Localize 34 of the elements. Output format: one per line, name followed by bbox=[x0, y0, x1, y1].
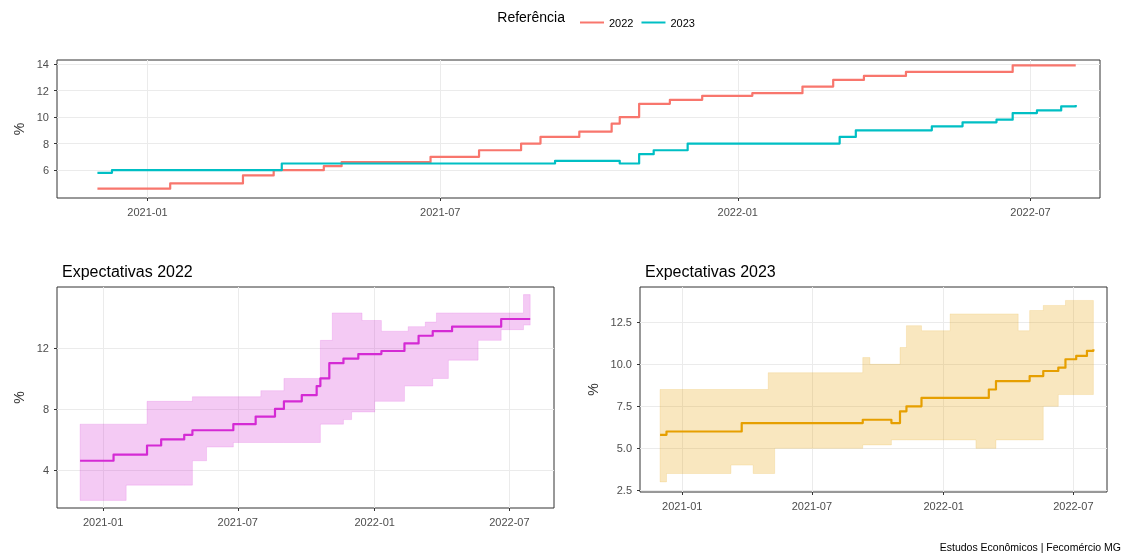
x-tick-label: 2021-01 bbox=[127, 205, 168, 218]
x-tick-label: 2021-01 bbox=[82, 515, 124, 528]
x-tick-label: 2021-01 bbox=[662, 499, 703, 512]
y-axis-title: % bbox=[10, 122, 27, 136]
legend-title: Referência bbox=[497, 9, 566, 25]
y-axis-title: % bbox=[584, 383, 601, 396]
chart-title: Expectativas 2023 bbox=[645, 262, 776, 280]
x-tick-label: 2022-07 bbox=[1053, 499, 1094, 512]
y-tick-label: 7.5 bbox=[616, 400, 632, 413]
x-tick-label: 2022-01 bbox=[923, 499, 964, 512]
x-tick-label: 2021-07 bbox=[420, 205, 461, 218]
chart-title: Expectativas 2022 bbox=[62, 262, 193, 280]
x-tick-label: 2022-07 bbox=[1010, 205, 1051, 218]
x-tick-label: 2022-01 bbox=[717, 205, 758, 218]
x-tick-label: 2022-01 bbox=[354, 515, 395, 528]
y-tick-label: 6 bbox=[42, 164, 49, 177]
y-tick-label: 14 bbox=[36, 57, 49, 70]
legend-label: 2022 bbox=[609, 16, 634, 29]
x-tick-label: 2021-07 bbox=[791, 499, 833, 512]
y-tick-label: 8 bbox=[42, 137, 49, 150]
y-tick-label: 2.5 bbox=[616, 484, 632, 497]
y-tick-label: 12 bbox=[36, 341, 49, 354]
y-tick-label: 10 bbox=[36, 111, 49, 124]
y-tick-label: 12 bbox=[36, 84, 49, 97]
y-tick-label: 4 bbox=[42, 463, 49, 476]
y-tick-label: 5.0 bbox=[616, 442, 632, 455]
y-tick-label: 12.5 bbox=[610, 316, 632, 329]
y-tick-label: 8 bbox=[42, 402, 49, 415]
x-tick-label: 2021-07 bbox=[217, 515, 258, 528]
y-tick-label: 10.0 bbox=[610, 358, 632, 371]
x-tick-label: 2022-07 bbox=[489, 515, 530, 528]
text: Estudos Econômicos | Fecomércio MG bbox=[939, 540, 1122, 553]
legend-label: 2023 bbox=[670, 16, 695, 29]
y-axis-title: % bbox=[10, 391, 27, 404]
